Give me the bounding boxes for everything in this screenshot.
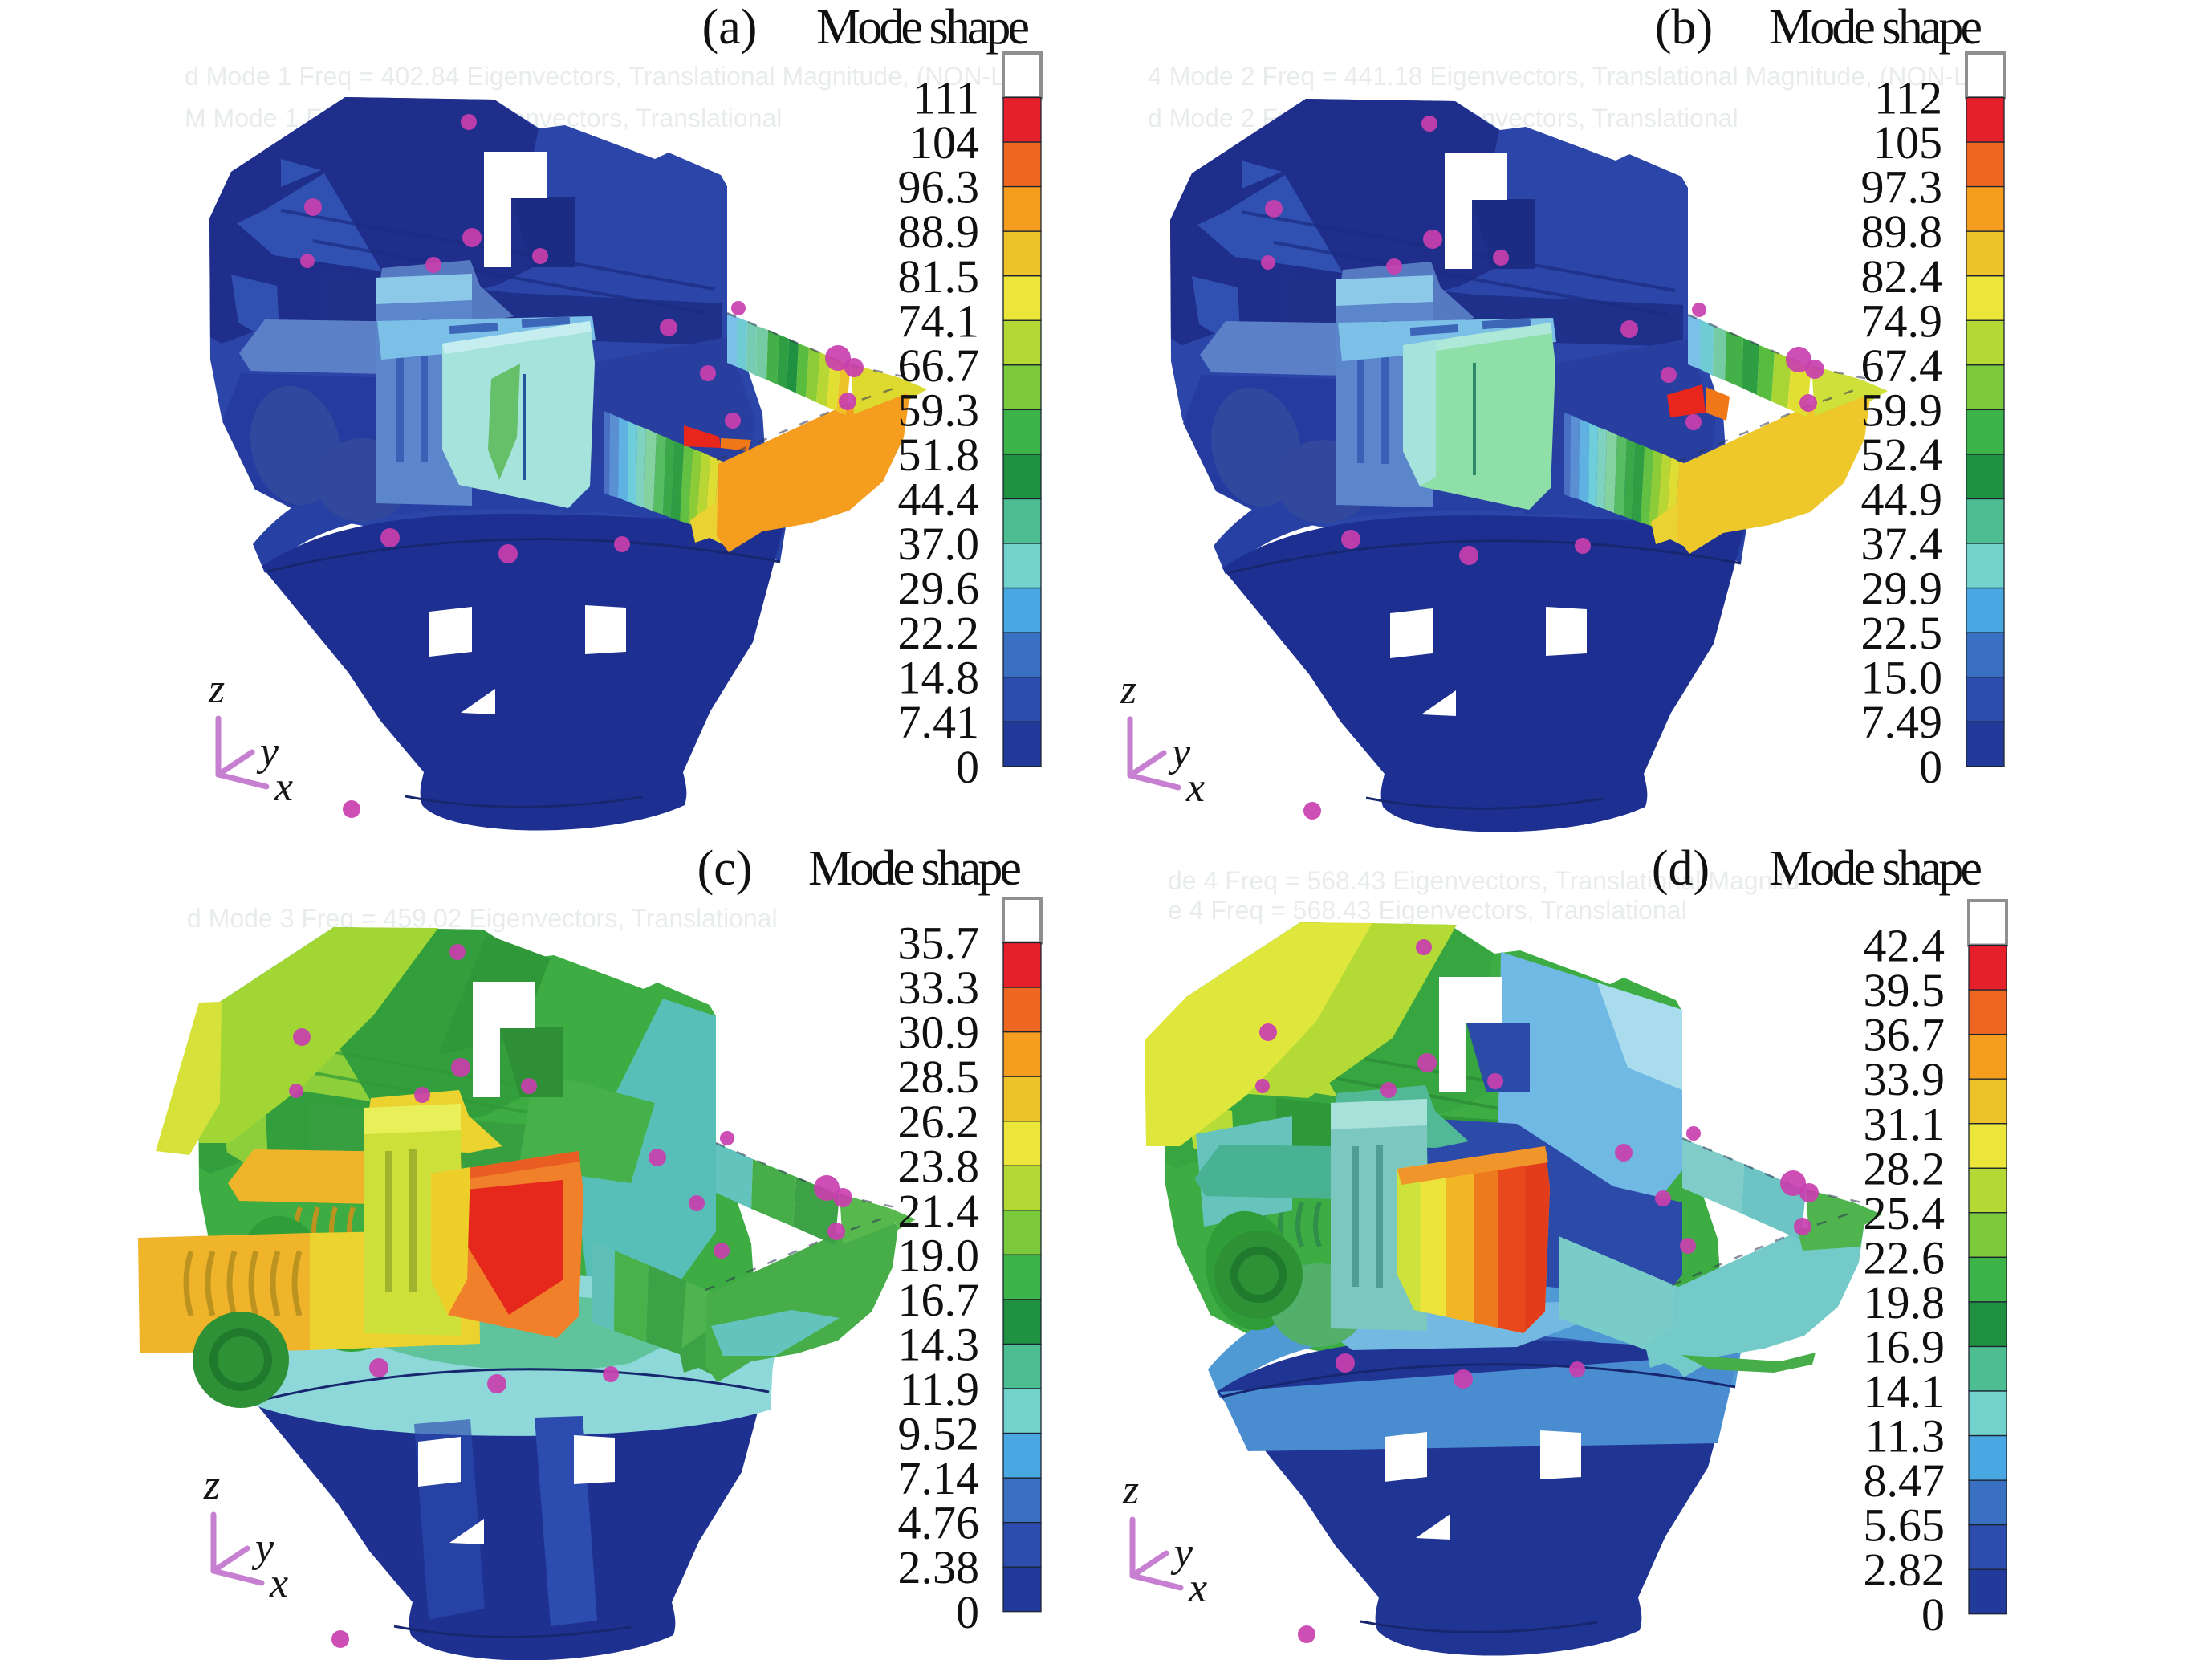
svg-text:x: x [269,1560,288,1606]
svg-text:22.2: 22.2 [898,607,980,659]
svg-text:29.6: 29.6 [898,563,980,615]
svg-text:4.76: 4.76 [898,1497,980,1549]
svg-text:22.6: 22.6 [1864,1231,1946,1284]
svg-text:28.2: 28.2 [1864,1142,1946,1194]
svg-text:2.38: 2.38 [898,1541,980,1593]
svg-text:59.9: 59.9 [1861,384,1943,436]
svg-text:104: 104 [909,116,979,169]
svg-text:z: z [1122,1467,1139,1513]
svg-text:0: 0 [1919,741,1942,793]
svg-text:112: 112 [1874,72,1942,124]
svg-text:89.8: 89.8 [1861,205,1943,258]
svg-text:39.5: 39.5 [1864,964,1946,1016]
svg-text:29.9: 29.9 [1861,563,1943,615]
svg-text:x: x [1188,1565,1207,1611]
svg-text:16.9: 16.9 [1864,1321,1946,1373]
svg-text:44.4: 44.4 [898,474,980,526]
svg-text:(b): (b) [1655,0,1713,55]
svg-text:5.65: 5.65 [1864,1499,1946,1552]
svg-text:82.4: 82.4 [1861,250,1943,303]
svg-text:0: 0 [956,1586,979,1638]
svg-text:14.8: 14.8 [898,652,980,704]
svg-text:51.8: 51.8 [898,429,980,481]
svg-text:21.4: 21.4 [898,1185,980,1237]
svg-text:66.7: 66.7 [898,340,980,392]
svg-text:30.9: 30.9 [898,1007,980,1059]
svg-text:14.3: 14.3 [898,1319,980,1371]
svg-text:y: y [256,729,279,775]
svg-text:44.9: 44.9 [1861,474,1943,526]
svg-text:z: z [208,666,225,712]
svg-text:74.9: 74.9 [1861,295,1943,347]
svg-text:7.14: 7.14 [898,1452,980,1504]
svg-text:d Mode 1 Freq = 402.84 Eigen: d Mode 1 Freq = 402.84 Eigenvectors, Tra… [185,62,1023,91]
svg-text:16.7: 16.7 [898,1274,980,1326]
svg-text:de 4 Freq = 568.43 Eigenvect: de 4 Freq = 568.43 Eigenvectors, Transla… [1168,866,1799,895]
svg-text:23.8: 23.8 [898,1140,980,1192]
svg-text:11.3: 11.3 [1865,1410,1945,1463]
svg-text:22.5: 22.5 [1861,607,1943,659]
svg-text:y: y [1168,730,1191,775]
svg-text:111: 111 [913,72,979,124]
svg-text:8.47: 8.47 [1864,1454,1946,1507]
svg-text:81.5: 81.5 [898,250,980,303]
svg-text:e 4 Freq = 568.43 Eigenvecto: e 4 Freq = 568.43 Eigenvectors, Translat… [1168,896,1687,925]
svg-text:59.3: 59.3 [898,384,980,436]
svg-text:15.0: 15.0 [1861,652,1943,704]
svg-text:74.1: 74.1 [898,295,980,347]
svg-text:Mode shape: Mode shape [1769,0,1982,55]
svg-text:25.4: 25.4 [1864,1187,1946,1239]
svg-text:97.3: 97.3 [1861,161,1943,214]
svg-text:42.4: 42.4 [1864,920,1946,972]
svg-text:67.4: 67.4 [1861,340,1943,392]
svg-text:x: x [1185,765,1205,811]
svg-text:(c): (c) [697,841,753,896]
svg-text:28.5: 28.5 [898,1051,980,1103]
svg-text:d Mode 3 Freq = 459.02 Eigen: d Mode 3 Freq = 459.02 Eigenvectors, Tra… [187,904,778,933]
svg-text:36.7: 36.7 [1864,1009,1946,1061]
svg-text:0: 0 [956,741,979,793]
svg-text:19.8: 19.8 [1864,1276,1946,1328]
svg-text:19.0: 19.0 [898,1229,980,1281]
svg-text:y: y [1170,1530,1193,1576]
svg-text:7.49: 7.49 [1861,696,1943,748]
svg-text:52.4: 52.4 [1861,429,1943,481]
svg-text:11.9: 11.9 [900,1363,979,1415]
svg-text:z: z [203,1463,220,1508]
svg-text:(a): (a) [702,0,758,55]
svg-text:33.9: 33.9 [1864,1053,1946,1105]
svg-text:y: y [251,1525,274,1571]
svg-text:35.7: 35.7 [898,917,980,970]
svg-text:0: 0 [1921,1589,1945,1641]
svg-text:Mode shape: Mode shape [1769,841,1982,896]
svg-text:14.1: 14.1 [1864,1365,1946,1418]
svg-text:37.0: 37.0 [898,518,980,570]
svg-text:(d): (d) [1652,841,1710,896]
svg-text:96.3: 96.3 [898,161,980,214]
svg-text:z: z [1120,667,1136,713]
svg-text:37.4: 37.4 [1861,518,1943,570]
svg-text:9.52: 9.52 [898,1408,980,1460]
svg-text:Mode shape: Mode shape [808,841,1022,896]
svg-text:Mode shape: Mode shape [816,0,1030,55]
svg-text:33.3: 33.3 [898,962,980,1014]
svg-text:7.41: 7.41 [898,696,980,748]
svg-text:26.2: 26.2 [898,1096,980,1148]
svg-text:105: 105 [1872,116,1942,169]
svg-text:x: x [274,764,293,810]
svg-text:31.1: 31.1 [1864,1098,1946,1150]
svg-text:2.82: 2.82 [1864,1544,1946,1596]
svg-text:4 Mode 2 Freq = 441.18 Eigen: 4 Mode 2 Freq = 441.18 Eigenvectors, Tra… [1148,62,1986,91]
svg-text:88.9: 88.9 [898,205,980,258]
